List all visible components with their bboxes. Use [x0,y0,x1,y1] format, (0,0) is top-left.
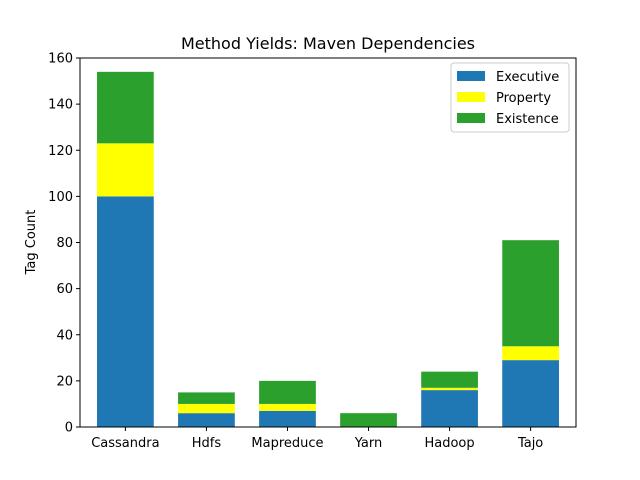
y-tick-label: 0 [65,421,73,436]
plot-area: 0 20 40 60 80 100 120 140 160 Cassandra Hdfs Mapred… [48,52,577,451]
y-tick-label: 160 [48,52,73,67]
y-tick-label: 80 [56,236,73,251]
bar-property-mapreduce [259,403,316,411]
legend-label-executive: Executive [496,70,559,85]
bar-existence-hdfs [178,392,235,404]
bar-existence-yarn [340,413,397,427]
chart-title: Method Yields: Maven Dependencies [181,34,475,53]
bar-executive-hadoop [421,390,478,427]
bar-existence-cassandra [97,71,154,144]
legend-label-property: Property [496,91,551,106]
x-tick-label: Mapreduce [251,436,323,451]
y-tick-label: 140 [48,98,73,113]
bar-executive-cassandra [97,196,154,427]
bar-existence-mapreduce [259,380,316,404]
legend-swatch-existence [457,113,485,123]
y-tick-label: 20 [56,374,73,389]
legend-swatch-executive [457,71,485,81]
bar-existence-hadoop [421,371,478,388]
legend: Executive Property Existence [450,62,570,133]
bar-property-cassandra [97,143,154,197]
legend-swatch-property [457,92,485,102]
bar-executive-hdfs [178,413,235,427]
legend-label-existence: Existence [496,112,559,127]
bar-existence-tajo [502,240,559,347]
bar-property-tajo [502,346,559,361]
x-tick-label: Cassandra [91,436,159,451]
y-tick-label: 100 [48,190,73,205]
x-tick-label: Tajo [517,436,543,451]
x-tick-label: Hdfs [192,436,222,451]
bar-property-hdfs [178,403,235,414]
y-tick-label: 60 [56,282,73,297]
bar-executive-mapreduce [259,410,316,427]
y-axis-label: Tag Count [24,210,39,276]
x-tick-label: Yarn [354,436,382,451]
y-tick-label: 120 [48,144,73,159]
bar-executive-tajo [502,360,559,427]
x-tick-label: Hadoop [424,436,474,451]
bar-property-hadoop [421,387,478,391]
y-tick-label: 40 [56,328,73,343]
